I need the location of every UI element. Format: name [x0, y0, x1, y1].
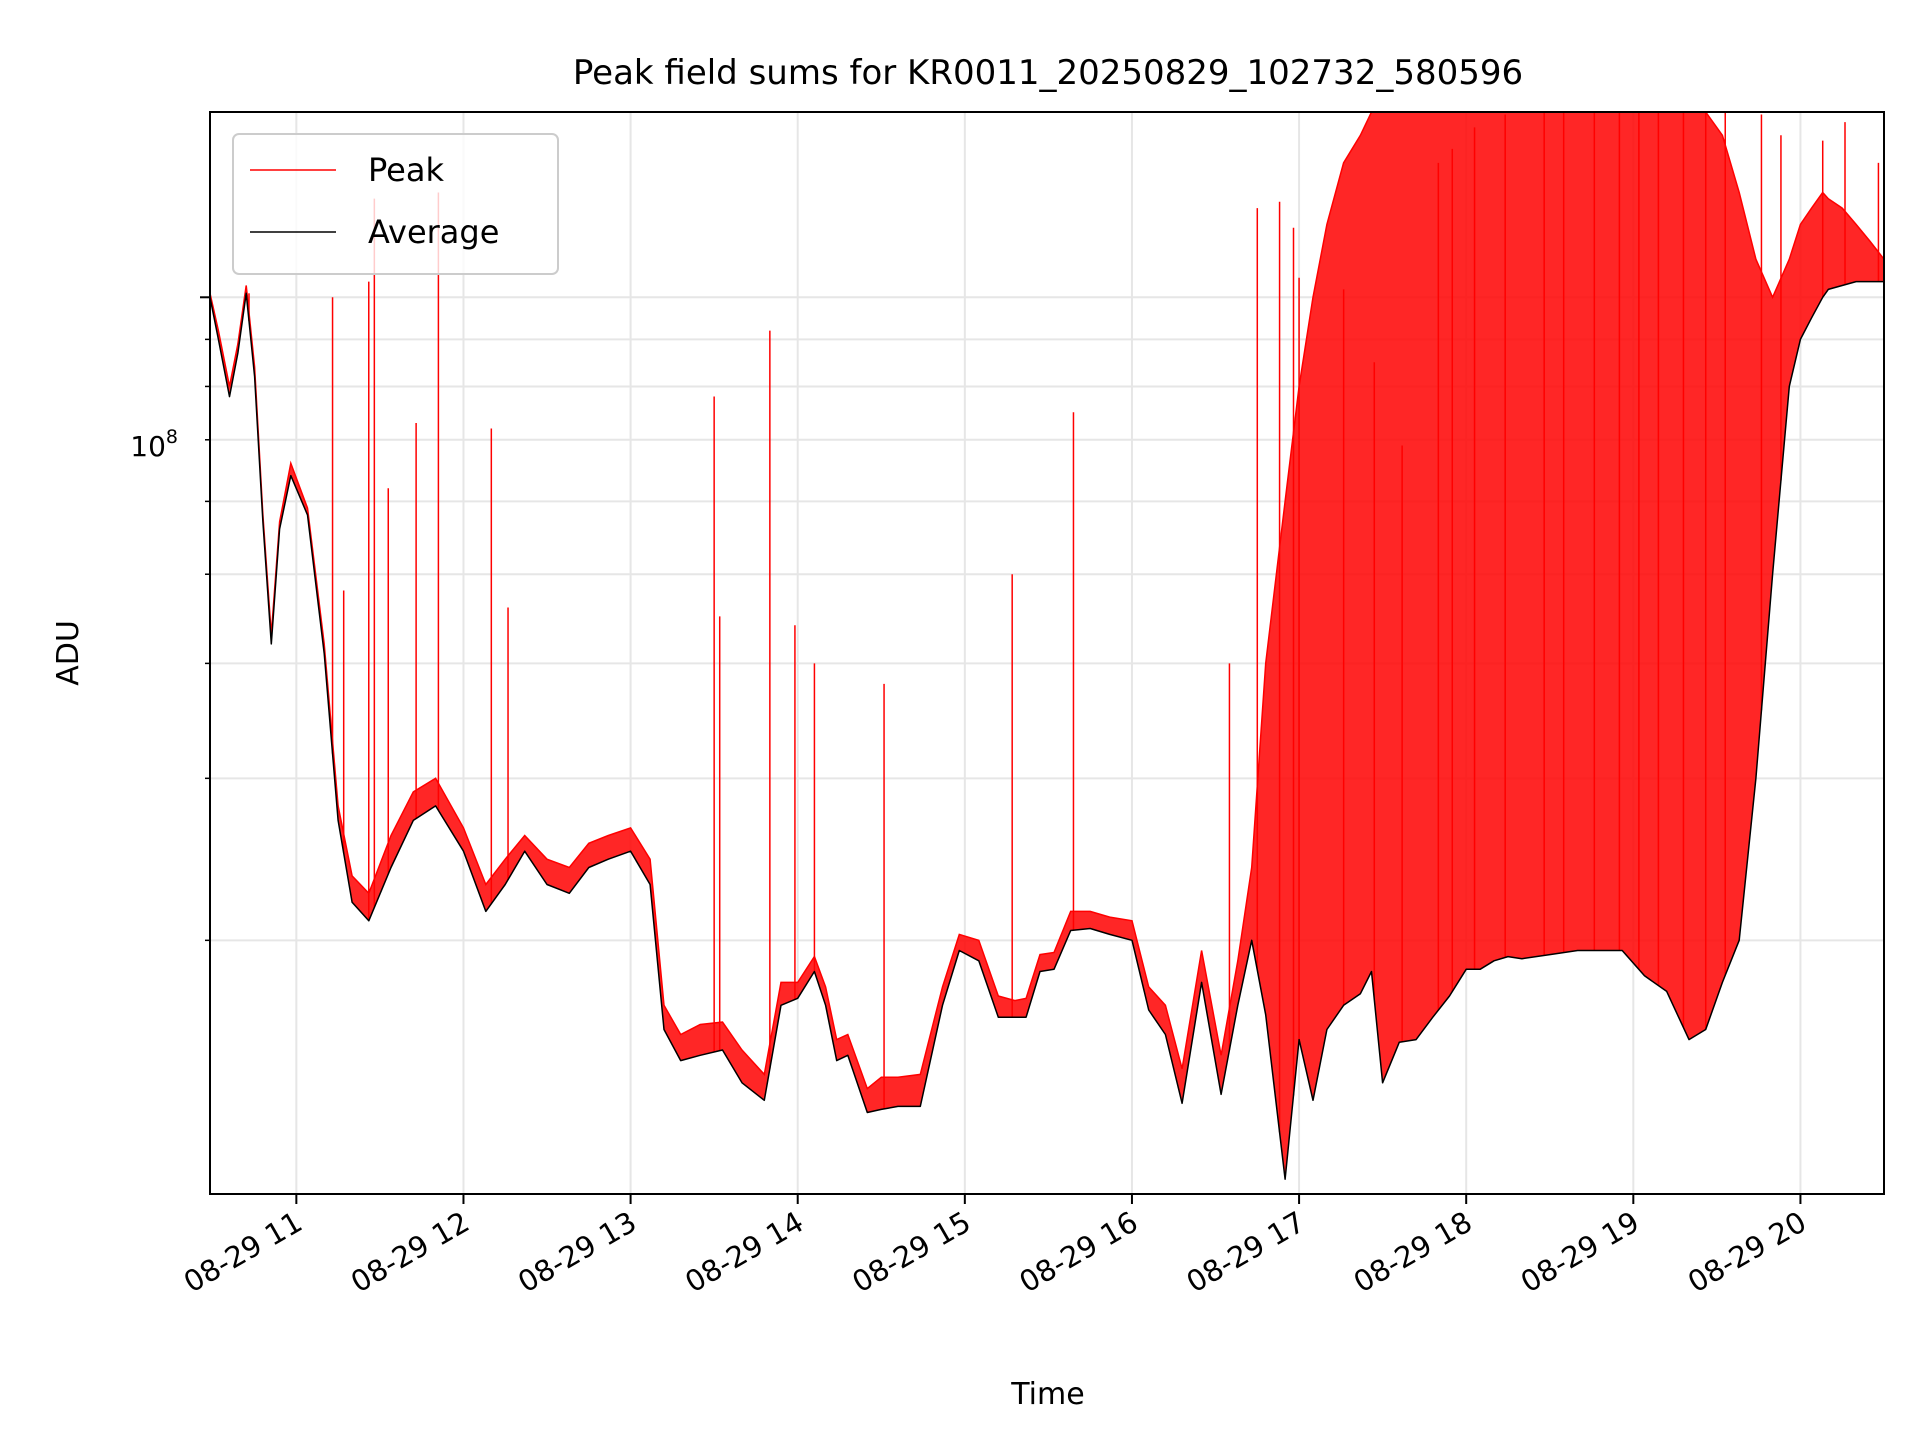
plot-frame — [209, 111, 1885, 1195]
y-axis-ticks: 108 — [130, 296, 210, 942]
series-line-average — [210, 280, 1884, 1180]
series-layer — [210, 112, 1884, 1180]
x-axis-label: Time — [1010, 1377, 1084, 1412]
chart-title: Peak field sums for KR0011_20250829_1027… — [573, 53, 1523, 93]
legend-label-peak: Peak — [368, 151, 444, 189]
y-major-tick-base: 10 — [130, 430, 166, 463]
y-major-tick-exponent: 8 — [166, 426, 178, 448]
y-major-tick-label: 108 — [130, 426, 178, 463]
legend-label-average: Average — [368, 213, 499, 251]
legend-box — [232, 133, 559, 275]
series-line-peak — [210, 112, 1884, 1090]
peak-envelope-area — [210, 112, 1884, 1180]
y-axis-label: ADU — [51, 620, 86, 686]
legend: Peak Average — [232, 133, 559, 275]
